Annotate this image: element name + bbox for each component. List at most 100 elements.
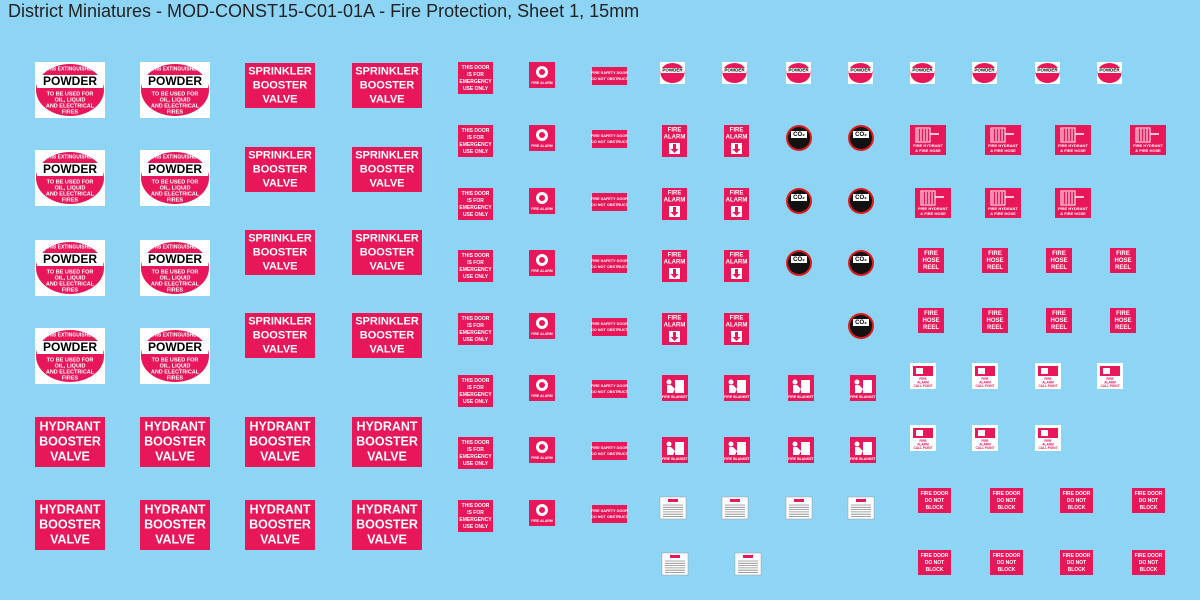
sign-text: FIRE SAFETY DOOR bbox=[591, 134, 628, 138]
sign-text: FIRE bbox=[988, 311, 1002, 317]
sign-text: USE ONLY bbox=[463, 337, 489, 343]
sign-text: OIL, LIQUID bbox=[55, 275, 86, 281]
sign-text: VALVE bbox=[260, 449, 300, 463]
sign-text: HYDRANT bbox=[249, 502, 310, 516]
sign-text: IS FOR bbox=[467, 260, 484, 266]
sign-emergency_door bbox=[458, 188, 493, 220]
sign-text: FIRE BLANKET bbox=[724, 457, 751, 461]
sign-text: FIRE SAFETY DOOR bbox=[591, 322, 628, 326]
sign-text: TO BE USED FOR bbox=[152, 269, 199, 275]
sign-text: FIRE DOOR bbox=[993, 491, 1021, 497]
sign-text: HYDRANT bbox=[144, 502, 205, 516]
sign-text: ALARM bbox=[726, 135, 748, 141]
sign-hose_reel bbox=[918, 248, 944, 273]
sign-text: SPRINKLER bbox=[355, 232, 419, 244]
person-body bbox=[855, 447, 863, 455]
sign-text: ALARM bbox=[664, 323, 686, 329]
sign-text: CALL POINT bbox=[913, 384, 932, 388]
call-point-glass bbox=[916, 430, 923, 436]
sign-text: USE ONLY bbox=[463, 399, 489, 405]
co2-band bbox=[791, 131, 807, 138]
sign-sprinkler bbox=[245, 147, 315, 192]
sign-text: DO NOT bbox=[1067, 560, 1086, 566]
alarm-bell-inner bbox=[539, 132, 545, 138]
sign-text: REEL bbox=[923, 325, 939, 331]
person-pictogram bbox=[854, 379, 860, 385]
sign-text: FIRE ALARM bbox=[531, 332, 553, 336]
sign-text: FIRE ALARM bbox=[531, 144, 553, 148]
sign-small-powder-band bbox=[1098, 68, 1121, 73]
sign-text: FIRE bbox=[981, 377, 988, 381]
sign-text: CO₂ bbox=[855, 132, 867, 138]
sign-text: DO NOT bbox=[1067, 498, 1086, 504]
sign-text: THIS EXTINGUISHER bbox=[45, 66, 96, 72]
sign-text: FIRES bbox=[167, 109, 184, 115]
co2-band bbox=[853, 319, 869, 326]
sign-text: REEL bbox=[1115, 325, 1131, 331]
person-pictogram bbox=[728, 379, 734, 385]
sign-text: BOOSTER bbox=[360, 79, 414, 91]
sign-text: FIRE bbox=[730, 128, 744, 134]
sign-text: DO NOT bbox=[997, 560, 1016, 566]
person-body bbox=[729, 447, 737, 455]
sign-text: CALL POINT bbox=[1038, 446, 1057, 450]
sign-powder-band bbox=[142, 75, 208, 88]
sign-text: BOOSTER bbox=[356, 517, 418, 531]
sign-text: DO NOT bbox=[925, 498, 944, 504]
sign-text: VALVE bbox=[369, 343, 404, 355]
sign-text: VALVE bbox=[262, 93, 297, 105]
sign-text: FIRE bbox=[1044, 439, 1051, 443]
sign-text: FIRES bbox=[167, 287, 184, 293]
sign-text: OIL, LIQUID bbox=[160, 185, 191, 191]
sign-text: HYDRANT bbox=[144, 419, 205, 433]
sign-text: AND ELECTRICAL bbox=[151, 369, 200, 375]
sign-text: HOSE bbox=[986, 258, 1003, 264]
sign-text: VALVE bbox=[50, 449, 90, 463]
sign-emergency_door bbox=[458, 62, 493, 94]
sign-text: FIRE BLANKET bbox=[788, 457, 815, 461]
sign-text: & FIRE HOSE bbox=[915, 148, 941, 153]
sign-text: REEL bbox=[1115, 265, 1131, 271]
sign-text: FIRE SAFETY DOOR bbox=[591, 509, 628, 513]
sign-fire_door bbox=[990, 488, 1023, 513]
sign-text: BLOCK bbox=[1068, 505, 1086, 511]
sign-text: VALVE bbox=[50, 532, 90, 546]
notice-header bbox=[743, 555, 753, 558]
sign-sprinkler bbox=[352, 313, 422, 358]
sign-text: AND ELECTRICAL bbox=[151, 191, 200, 197]
blanket-pictogram bbox=[801, 442, 810, 455]
hydrant-pictogram bbox=[915, 127, 931, 143]
sign-text: BOOSTER bbox=[249, 434, 311, 448]
hydrant-pictogram bbox=[920, 190, 936, 206]
sign-text: FIRE bbox=[730, 191, 744, 197]
sign-text: THIS DOOR bbox=[462, 316, 490, 322]
sign-text: IS FOR bbox=[467, 385, 484, 391]
sign-text: THIS DOOR bbox=[462, 253, 490, 259]
sign-text: FIRE SAFETY DOOR bbox=[591, 446, 628, 450]
sign-text: FIRE bbox=[1052, 251, 1066, 257]
sign-fire_safety_door bbox=[592, 193, 627, 211]
sign-text: THIS DOOR bbox=[462, 503, 490, 509]
sign-text: OIL, LIQUID bbox=[160, 97, 191, 103]
sign-text: ALARM bbox=[664, 198, 686, 204]
sign-text: FIRES bbox=[62, 197, 79, 203]
sign-text: BOOSTER bbox=[356, 434, 418, 448]
call-point-glass bbox=[1103, 368, 1110, 374]
call-point-glass bbox=[1041, 368, 1048, 374]
sign-text: DO NOT OBSTRUCT bbox=[591, 452, 629, 456]
sign-notice bbox=[847, 496, 875, 520]
sign-text: EMERGENCY bbox=[459, 267, 492, 273]
alarm-bell-inner bbox=[539, 382, 545, 388]
sign-text: BLOCK bbox=[926, 505, 944, 511]
person-pictogram bbox=[666, 379, 672, 385]
sign-text: OIL, LIQUID bbox=[55, 185, 86, 191]
sign-text: TO BE USED FOR bbox=[47, 269, 94, 275]
sign-text: FIRE SAFETY DOOR bbox=[591, 259, 628, 263]
sign-text: IS FOR bbox=[467, 447, 484, 453]
sign-text: THIS EXTINGUISHER bbox=[150, 66, 201, 72]
sign-text: BOOSTER bbox=[360, 246, 414, 258]
blanket-pictogram bbox=[675, 380, 684, 393]
sign-hose_reel bbox=[1046, 248, 1072, 273]
sign-text: BOOSTER bbox=[360, 329, 414, 341]
sign-text: SPRINKLER bbox=[248, 149, 312, 161]
